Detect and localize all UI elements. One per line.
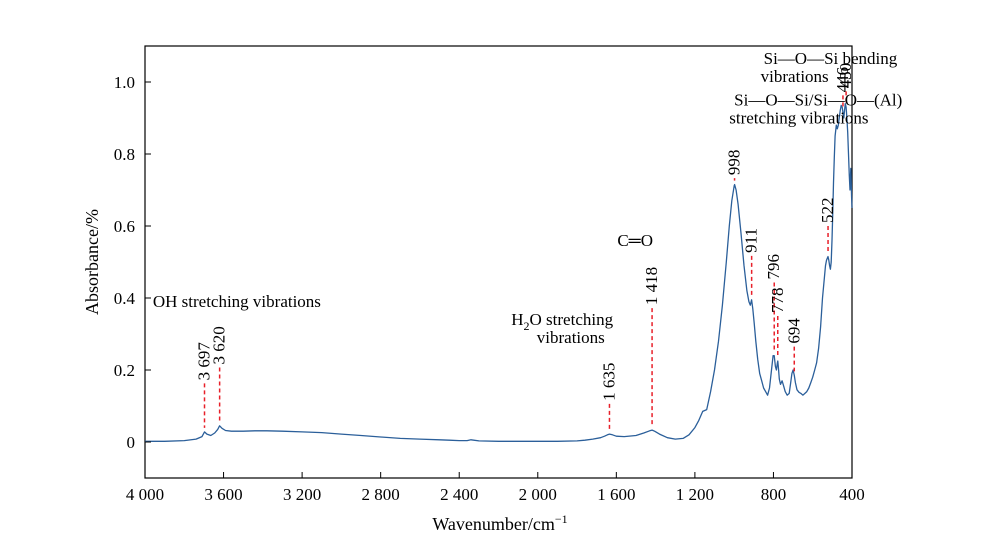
- peak-label: 778: [768, 288, 787, 314]
- y-tick-label: 0: [127, 433, 136, 452]
- peak-label: 3 620: [210, 326, 229, 364]
- y-tick-label: 0.6: [114, 217, 135, 236]
- annotation-text: vibrations: [761, 67, 829, 86]
- y-tick-label: 0.8: [114, 145, 135, 164]
- peak-label: 446: [833, 67, 852, 93]
- annotation-text: H2O stretching: [511, 310, 613, 333]
- x-axis: 4 000 3 600 3 200 2 800 2 400 2 000 1 600 1 200…: [126, 472, 865, 504]
- peak-label: 796: [764, 254, 783, 280]
- y-tick-label: 0.4: [114, 289, 136, 308]
- peak-label: 522: [818, 198, 837, 224]
- x-tick-label: 3 200: [283, 485, 321, 504]
- peak-label: 1 418: [642, 267, 661, 305]
- annotation-text: C═O: [617, 231, 653, 250]
- x-tick-label: 2 800: [362, 485, 400, 504]
- x-tick-label: 400: [839, 485, 865, 504]
- annotation-text: Si—O—Si bending: [764, 49, 898, 68]
- y-axis-title: Absorbance/%: [82, 209, 102, 315]
- y-tick-label: 0.2: [114, 361, 135, 380]
- peak-label: 1 635: [599, 363, 618, 401]
- plot-frame: [144, 45, 853, 479]
- peak-label: 998: [725, 150, 744, 176]
- plot-area: [144, 45, 853, 479]
- annotation-text: vibrations: [537, 328, 605, 347]
- annotation-text: stretching vibrations: [729, 108, 868, 127]
- x-tick-label: 1 200: [676, 485, 714, 504]
- peak-label: 430: [836, 63, 855, 89]
- peak-label: 3 697: [195, 342, 214, 381]
- y-tick-label: 1.0: [114, 73, 135, 92]
- x-tick-label: 1 600: [597, 485, 635, 504]
- x-tick-label: 2 400: [440, 485, 478, 504]
- annotation-text: OH stretching vibrations: [153, 292, 321, 311]
- x-tick-label: 2 000: [519, 485, 557, 504]
- spectrum-line: [145, 102, 853, 442]
- x-tick-label: 3 600: [204, 485, 242, 504]
- annotation-text: Si—O—Si/Si—O—(Al): [734, 90, 902, 109]
- x-axis-title: Wavenumber/cm−1: [432, 512, 567, 534]
- y-axis: 0 0.2 0.4 0.6 0.8 1.0: [114, 73, 151, 452]
- peak-label: 911: [742, 228, 761, 253]
- x-tick-label: 800: [761, 485, 787, 504]
- peak-label: 694: [784, 318, 803, 344]
- x-tick-label: 4 000: [126, 485, 164, 504]
